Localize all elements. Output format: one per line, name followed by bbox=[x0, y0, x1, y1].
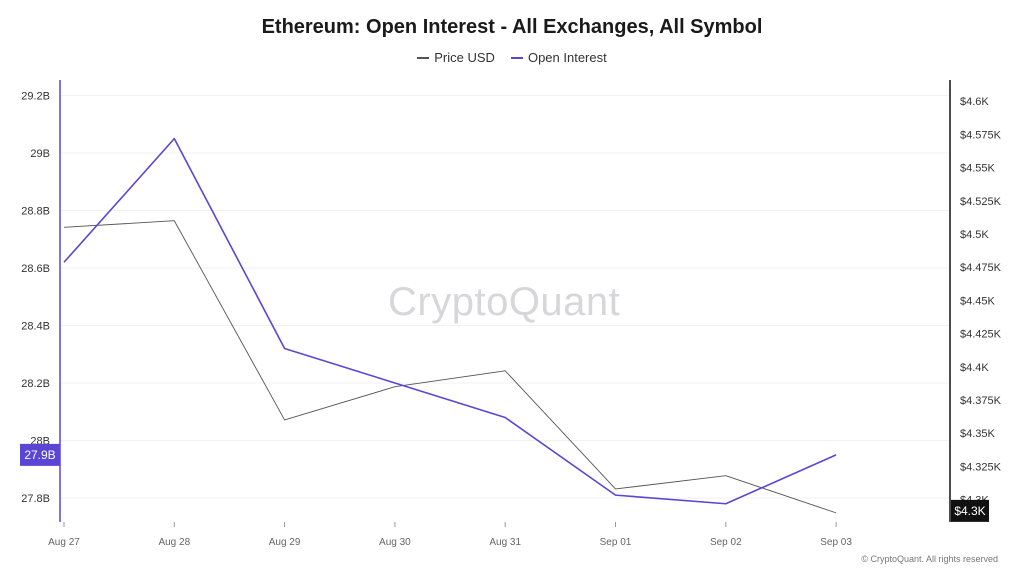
x-tick-label: Aug 28 bbox=[158, 537, 190, 548]
x-tick-label: Aug 29 bbox=[269, 537, 301, 548]
x-tick-label: Sep 02 bbox=[710, 537, 742, 548]
price-usd-point[interactable] bbox=[724, 474, 728, 478]
legend-swatch-price bbox=[417, 56, 430, 59]
open-interest-point[interactable] bbox=[834, 453, 838, 457]
price-usd-point[interactable] bbox=[834, 511, 838, 515]
x-tick-label: Aug 30 bbox=[379, 537, 411, 548]
open-interest-point[interactable] bbox=[614, 493, 618, 497]
right-tick-label: $4.55K bbox=[960, 163, 996, 175]
open-interest-point[interactable] bbox=[62, 260, 66, 264]
left-current-value-badge bbox=[20, 443, 60, 466]
legend-item-open-interest[interactable]: Open Interest bbox=[510, 50, 607, 65]
open-interest-line bbox=[63, 137, 837, 505]
open-interest-point[interactable] bbox=[503, 416, 507, 420]
left-tick-label: 29B bbox=[30, 148, 50, 160]
legend-label-price: Price USD bbox=[434, 50, 495, 65]
price-usd-point[interactable] bbox=[503, 369, 507, 373]
left-current-value-label: 27.9B bbox=[24, 448, 55, 462]
x-tick-label: Aug 31 bbox=[489, 537, 521, 548]
right-tick-label: $4.325K bbox=[960, 461, 1002, 473]
chart-title: Ethereum: Open Interest - All Exchanges,… bbox=[261, 16, 763, 38]
left-tick-label: 28.4B bbox=[21, 321, 50, 333]
price-usd-point[interactable] bbox=[393, 385, 397, 389]
right-tick-label: $4.35K bbox=[960, 428, 996, 440]
right-current-value-label: $4.3K bbox=[954, 504, 985, 518]
chart-legend: Price USD Open Interest bbox=[0, 50, 1024, 65]
left-tick-label: 29.2B bbox=[21, 91, 50, 103]
left-tick-label: 28.2B bbox=[21, 378, 50, 390]
price-usd-point[interactable] bbox=[614, 487, 618, 491]
right-tick-label: $4.525K bbox=[960, 196, 1002, 208]
price-usd-line bbox=[63, 220, 837, 514]
price-usd-point[interactable] bbox=[283, 418, 287, 422]
legend-swatch-open-interest bbox=[510, 56, 523, 59]
x-tick-label: Aug 27 bbox=[48, 537, 80, 548]
x-tick-label: Sep 03 bbox=[820, 537, 852, 548]
price-usd-point[interactable] bbox=[172, 219, 176, 223]
open-interest-point[interactable] bbox=[724, 502, 728, 506]
watermark-logo: CryptoQuant bbox=[388, 280, 621, 324]
x-tick-label: Sep 01 bbox=[600, 537, 632, 548]
copyright-text: © CryptoQuant. All rights reserved bbox=[861, 554, 998, 564]
legend-item-price[interactable]: Price USD bbox=[417, 50, 495, 65]
right-current-value-badge bbox=[951, 499, 989, 522]
open-interest-point[interactable] bbox=[393, 381, 397, 385]
right-tick-label: $4.45K bbox=[960, 295, 996, 307]
right-tick-label: $4.5K bbox=[960, 229, 989, 241]
left-tick-label: 28.8B bbox=[21, 206, 50, 218]
right-tick-label: $4.375K bbox=[960, 395, 1002, 407]
legend-label-open-interest: Open Interest bbox=[527, 50, 607, 65]
open-interest-point[interactable] bbox=[172, 137, 176, 141]
right-tick-label: $4.575K bbox=[960, 129, 1002, 141]
right-tick-label: $4.4K bbox=[960, 362, 989, 374]
open-interest-point[interactable] bbox=[283, 347, 287, 351]
right-tick-label: $4.6K bbox=[960, 96, 989, 108]
right-tick-label: $4.475K bbox=[960, 262, 1002, 274]
left-tick-label: 28.6B bbox=[21, 263, 50, 275]
price-usd-point[interactable] bbox=[62, 225, 66, 229]
right-tick-label: $4.425K bbox=[960, 329, 1002, 341]
left-tick-label: 27.8B bbox=[21, 493, 50, 505]
